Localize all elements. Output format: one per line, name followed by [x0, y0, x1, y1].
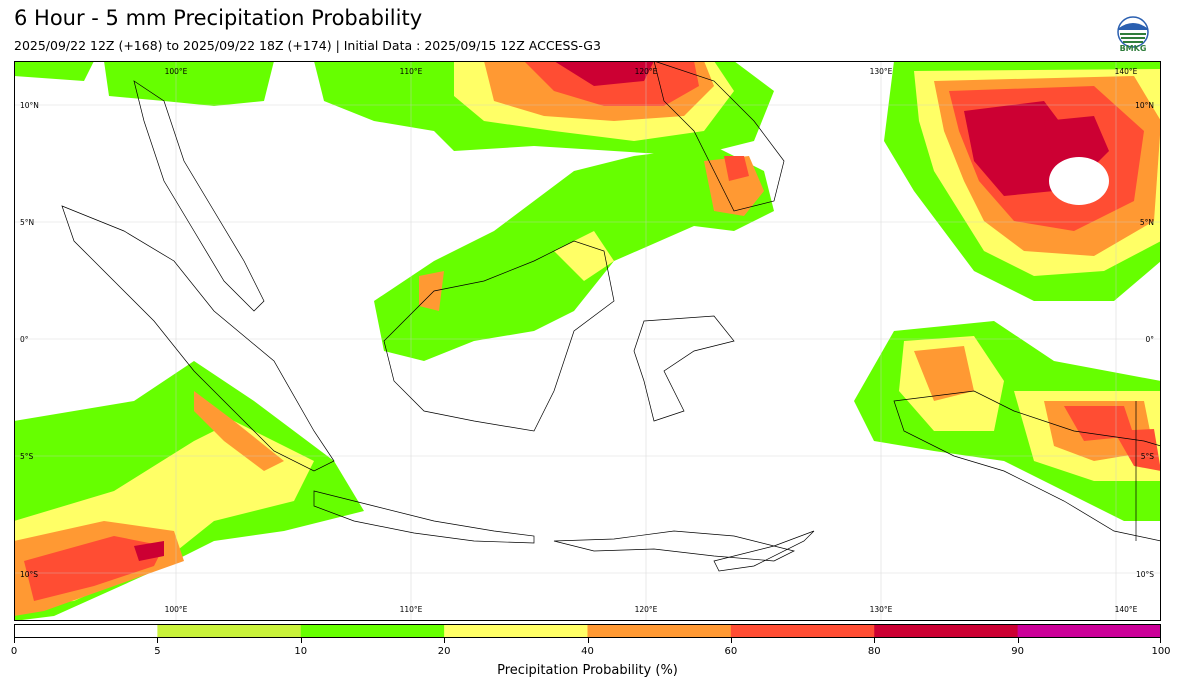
sulawesi-coast — [633, 315, 735, 422]
precip-field-southwest — [14, 361, 364, 621]
lat-label: 5°N — [20, 218, 34, 227]
longitude-labels-bottom: 100°E 110°E 120°E 130°E 140°E — [165, 605, 1138, 614]
lat-label: 5°S — [20, 452, 34, 461]
borneo-coast — [383, 240, 615, 432]
colorbar-tick-mark — [1017, 638, 1019, 643]
java-coast — [313, 490, 535, 544]
colorbar-segment — [730, 624, 875, 638]
sumatra-coast — [61, 205, 335, 472]
timor-coast — [713, 530, 815, 572]
colorbar-tick-label: 100 — [1151, 646, 1171, 657]
colorbar-tick-label: 90 — [1011, 646, 1024, 657]
lon-label: 100°E — [165, 605, 188, 614]
lon-label: 140°E — [1115, 605, 1138, 614]
lon-label: 120°E — [635, 67, 658, 76]
colorbar-segment — [157, 624, 302, 638]
precip-field-north — [14, 61, 774, 156]
colorbar-tick-label: 0 — [10, 646, 18, 657]
lon-label: 110°E — [400, 67, 423, 76]
precip-field-borneo — [374, 146, 774, 361]
lat-label: 5°S — [1141, 452, 1155, 461]
colorbar-segment — [444, 624, 589, 638]
colorbar-tick-mark — [444, 638, 446, 643]
precip-field-northeast — [884, 61, 1161, 301]
page-title: 6 Hour - 5 mm Precipitation Probability — [14, 6, 423, 30]
lat-label: 0° — [20, 335, 29, 344]
colorbar-tick-label: 20 — [437, 646, 451, 657]
colorbar-segment — [1017, 624, 1161, 638]
colorbar-segment — [14, 624, 158, 638]
lat-label: 5°N — [1140, 218, 1154, 227]
colorbar-tick-label: 60 — [724, 646, 738, 657]
lon-label: 100°E — [165, 67, 188, 76]
graticule — [14, 61, 1161, 621]
latitude-labels-right: 10°N 5°N 0° 5°S 10°S — [1135, 101, 1154, 579]
philippines-coast — [653, 61, 785, 212]
colorbar-ticks: 0 5 10 20 40 60 80 90 100 — [10, 638, 1171, 658]
colorbar-tick-mark — [14, 638, 15, 643]
colorbar-tick-mark — [730, 638, 732, 643]
colorbar-segment — [587, 624, 732, 638]
colorbar — [14, 624, 1161, 638]
precipitation-map: 100°E 110°E 120°E 130°E 140°E 100°E 110°… — [14, 61, 1161, 621]
colorbar-tick-label: 80 — [867, 646, 881, 657]
colorbar-segment — [874, 624, 1019, 638]
colorbar-tick-mark — [1160, 638, 1161, 643]
lat-label: 10°N — [20, 101, 39, 110]
colorbar-tick-label: 5 — [154, 646, 161, 657]
coastlines — [61, 61, 1161, 572]
colorbar-tick-mark — [300, 638, 302, 643]
colorbar-tick-mark — [874, 638, 876, 643]
latitude-labels-left: 10°N 5°N 0° 5°S 10°S — [20, 101, 39, 579]
colorbar-segment — [300, 624, 445, 638]
new-guinea-coast — [893, 390, 1161, 542]
logo-text: BMKG — [1119, 44, 1147, 53]
lon-label: 110°E — [400, 605, 423, 614]
lon-label: 130°E — [870, 605, 893, 614]
precip-field-east — [854, 321, 1161, 521]
colorbar-label: Precipitation Probability (%) — [497, 663, 678, 678]
lat-label: 10°S — [1136, 570, 1154, 579]
nusa-tenggara-coast — [553, 530, 796, 562]
colorbar-tick-mark — [157, 638, 159, 643]
longitude-labels-top: 100°E 110°E 120°E 130°E 140°E — [165, 67, 1138, 76]
lat-label: 0° — [1145, 335, 1154, 344]
bmkg-logo — [1117, 16, 1149, 48]
page-subtitle: 2025/09/22 12Z (+168) to 2025/09/22 18Z … — [14, 38, 601, 53]
lat-label: 10°N — [1135, 101, 1154, 110]
malay-peninsula-coast — [133, 80, 265, 312]
lon-label: 130°E — [870, 67, 893, 76]
colorbar-tick-label: 10 — [294, 646, 308, 657]
colorbar-tick-mark — [587, 638, 589, 643]
lat-label: 10°S — [20, 570, 38, 579]
colorbar-tick-label: 40 — [581, 646, 594, 657]
lon-label: 140°E — [1115, 67, 1138, 76]
colorbar-border — [14, 624, 1161, 638]
lon-label: 120°E — [635, 605, 658, 614]
